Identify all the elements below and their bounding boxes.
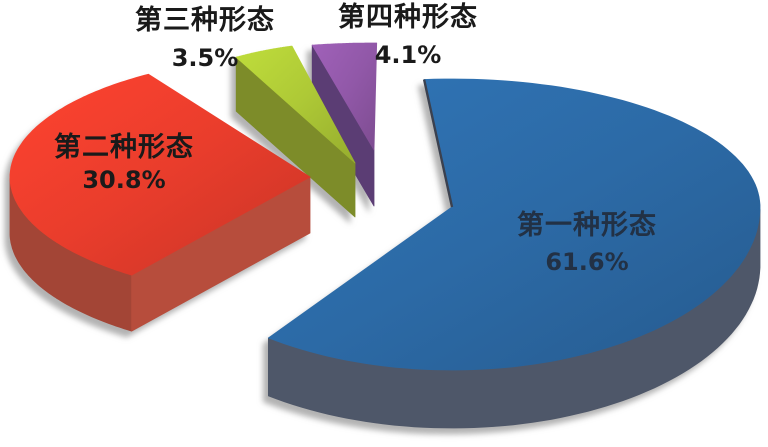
- pie-slice-1: [267, 78, 761, 429]
- pie-slice-3: [235, 45, 356, 218]
- pie-slice-4: [311, 42, 378, 207]
- pie-slice-2: [9, 73, 311, 332]
